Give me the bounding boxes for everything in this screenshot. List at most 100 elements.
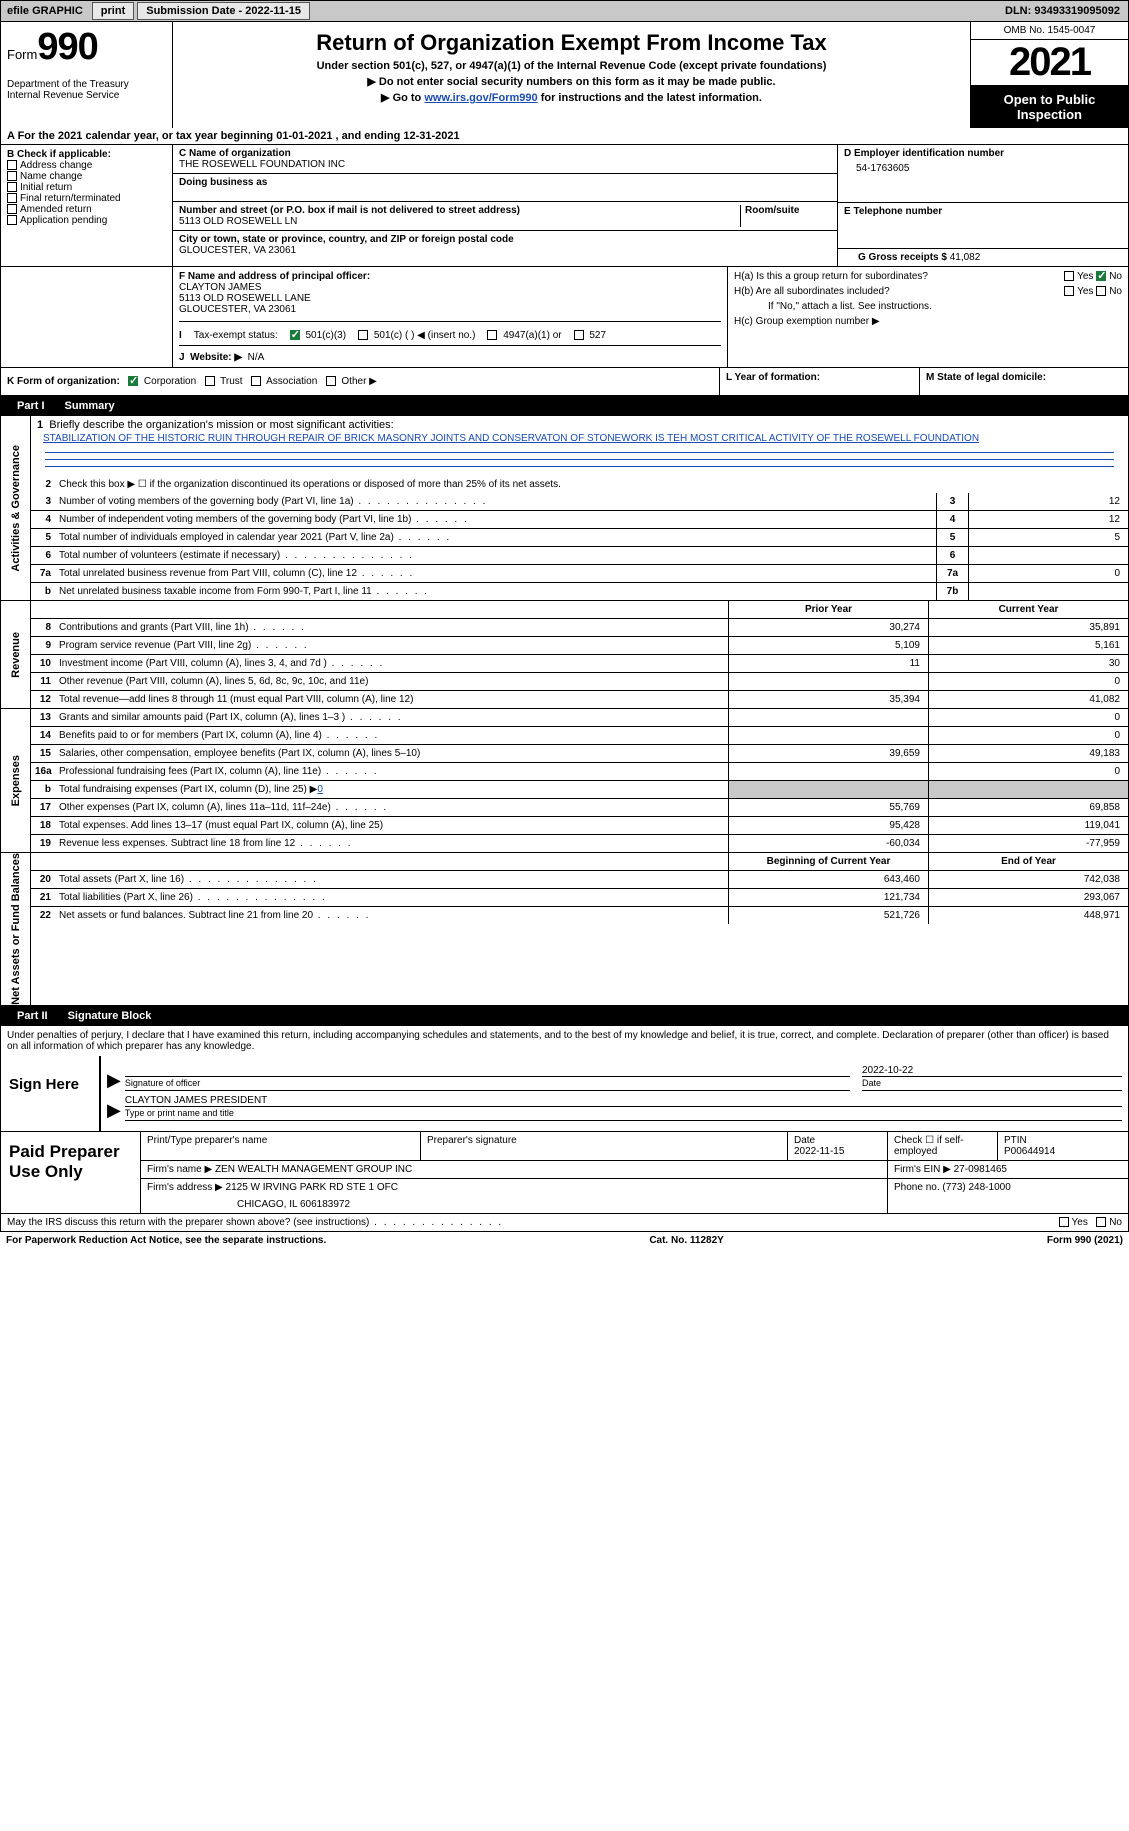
arrow-icon: ▶	[107, 1100, 121, 1121]
chk-hb-yes[interactable]	[1064, 286, 1074, 296]
prior-11	[728, 673, 928, 690]
curr-12: 41,082	[928, 691, 1128, 708]
chk-501c3[interactable]: 501(c)(3)	[290, 330, 346, 341]
end-20: 742,038	[928, 871, 1128, 888]
firm-address: Firm's address ▶ 2125 W IRVING PARK RD S…	[141, 1179, 888, 1213]
fundraising-exp: 0	[317, 784, 323, 795]
part1-header: Part I Summary	[0, 396, 1129, 416]
chk-discuss-yes[interactable]	[1059, 1217, 1069, 1227]
begin-21: 121,734	[728, 889, 928, 906]
omb-number: OMB No. 1545-0047	[971, 22, 1128, 40]
side-expenses: Expenses	[1, 709, 31, 852]
prior-16a	[728, 763, 928, 780]
chk-4947[interactable]: 4947(a)(1) or	[487, 330, 561, 341]
penalties-text: Under penalties of perjury, I declare th…	[0, 1026, 1129, 1056]
begin-20: 643,460	[728, 871, 928, 888]
chk-association[interactable]: Association	[251, 376, 317, 387]
sig-name-field: CLAYTON JAMES PRESIDENTType or print nam…	[125, 1095, 1122, 1121]
end-21: 293,067	[928, 889, 1128, 906]
firm-ein: Firm's EIN ▶ 27-0981465	[888, 1161, 1128, 1178]
org-city: GLOUCESTER, VA 23061	[179, 245, 831, 256]
ein: 54-1763605	[844, 159, 1122, 178]
curr-10: 30	[928, 655, 1128, 672]
section-bcdeg: B Check if applicable: Address change Na…	[0, 145, 1129, 267]
sig-date-field: 2022-10-22Date	[862, 1065, 1122, 1091]
subtitle-3: ▶ Go to www.irs.gov/Form990 for instruct…	[181, 91, 962, 104]
chk-application-pending[interactable]: Application pending	[7, 215, 166, 226]
sign-section: Sign Here ▶ Signature of officer 2022-10…	[0, 1056, 1129, 1132]
footer: For Paperwork Reduction Act Notice, see …	[0, 1232, 1129, 1249]
col-f-officer: F Name and address of principal officer:…	[173, 267, 728, 367]
chk-527[interactable]: 527	[574, 330, 606, 341]
prep-sig-hdr: Preparer's signature	[421, 1132, 788, 1160]
section-activities-governance: Activities & Governance 1 Briefly descri…	[0, 416, 1129, 601]
discuss-row: May the IRS discuss this return with the…	[0, 1214, 1129, 1232]
val-7b	[968, 583, 1128, 600]
arrow-icon: ▶	[107, 1070, 121, 1091]
gross-receipts: 41,082	[950, 252, 981, 263]
website: N/A	[248, 352, 265, 363]
sig-officer-field[interactable]: Signature of officer	[125, 1062, 850, 1091]
val-7a: 0	[968, 565, 1128, 582]
col-deg: D Employer identification number 54-1763…	[838, 145, 1128, 266]
curr-8: 35,891	[928, 619, 1128, 636]
prior-17: 55,769	[728, 799, 928, 816]
prior-14	[728, 727, 928, 744]
officer-name: CLAYTON JAMES	[179, 282, 721, 293]
chk-initial-return[interactable]: Initial return	[7, 182, 166, 193]
side-revenue: Revenue	[1, 601, 31, 708]
curr-18: 119,041	[928, 817, 1128, 834]
irs-link[interactable]: www.irs.gov/Form990	[424, 92, 537, 104]
chk-amended-return[interactable]: Amended return	[7, 204, 166, 215]
section-fhij: F Name and address of principal officer:…	[0, 267, 1129, 368]
topbar: efile GRAPHIC print Submission Date - 20…	[0, 0, 1129, 22]
col-k-form-org: K Form of organization: Corporation Trus…	[1, 368, 720, 395]
dln: DLN: 93493319095092	[1005, 5, 1128, 17]
col-c-org-info: C Name of organization THE ROSEWELL FOUN…	[173, 145, 838, 266]
firm-phone: Phone no. (773) 248-1000	[888, 1179, 1128, 1213]
subtitle-1: Under section 501(c), 527, or 4947(a)(1)…	[181, 60, 962, 72]
submission-date-button[interactable]: Submission Date - 2022-11-15	[137, 2, 310, 20]
side-activities: Activities & Governance	[1, 416, 31, 600]
chk-ha-yes[interactable]	[1064, 271, 1074, 281]
chk-ha-no[interactable]	[1096, 271, 1106, 281]
prep-self-emp: Check ☐ if self-employed	[888, 1132, 998, 1160]
col-b-checkboxes: B Check if applicable: Address change Na…	[1, 145, 173, 266]
chk-hb-no[interactable]	[1096, 286, 1106, 296]
side-net-assets: Net Assets or Fund Balances	[1, 853, 31, 1005]
curr-14: 0	[928, 727, 1128, 744]
curr-19: -77,959	[928, 835, 1128, 852]
prior-10: 11	[728, 655, 928, 672]
efile-label: efile GRAPHIC	[1, 5, 89, 17]
chk-address-change[interactable]: Address change	[7, 160, 166, 171]
chk-corporation[interactable]: Corporation	[128, 376, 196, 387]
org-name: THE ROSEWELL FOUNDATION INC	[179, 159, 831, 170]
end-22: 448,971	[928, 907, 1128, 924]
section-net-assets: Net Assets or Fund Balances Beginning of…	[0, 853, 1129, 1006]
title-box: Return of Organization Exempt From Incom…	[173, 22, 970, 128]
chk-other[interactable]: Other ▶	[326, 376, 377, 387]
chk-final-return[interactable]: Final return/terminated	[7, 193, 166, 204]
org-address: 5113 OLD ROSEWELL LN	[179, 216, 736, 227]
chk-501c[interactable]: 501(c) ( ) ◀ (insert no.)	[358, 330, 475, 341]
sign-here-label: Sign Here	[1, 1056, 101, 1131]
curr-11: 0	[928, 673, 1128, 690]
chk-trust[interactable]: Trust	[205, 376, 243, 387]
section-expenses: Expenses 13Grants and similar amounts pa…	[0, 709, 1129, 853]
prior-19: -60,034	[728, 835, 928, 852]
val-5: 5	[968, 529, 1128, 546]
firm-name: Firm's name ▶ ZEN WEALTH MANAGEMENT GROU…	[141, 1161, 888, 1178]
print-button[interactable]: print	[92, 2, 134, 20]
irs-label: Internal Revenue Service	[7, 90, 166, 101]
preparer-label: Paid Preparer Use Only	[1, 1132, 141, 1213]
col-f-blank	[1, 267, 173, 367]
chk-name-change[interactable]: Name change	[7, 171, 166, 182]
val-4: 12	[968, 511, 1128, 528]
curr-9: 5,161	[928, 637, 1128, 654]
curr-15: 49,183	[928, 745, 1128, 762]
form-title: Return of Organization Exempt From Incom…	[181, 30, 962, 56]
val-3: 12	[968, 493, 1128, 510]
chk-discuss-no[interactable]	[1096, 1217, 1106, 1227]
dept-treasury: Department of the Treasury	[7, 79, 166, 90]
row-klm: K Form of organization: Corporation Trus…	[0, 368, 1129, 396]
